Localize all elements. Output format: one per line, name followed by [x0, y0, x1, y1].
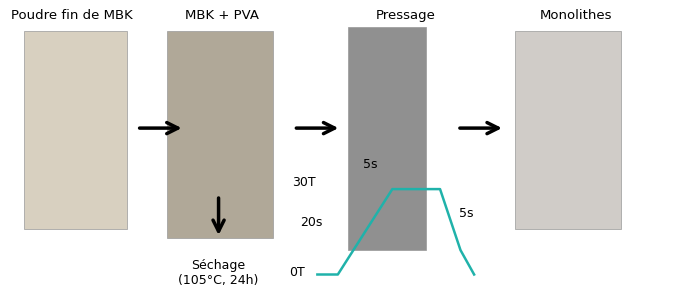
- Bar: [24, 30, 127, 229]
- Text: Monolithes: Monolithes: [540, 9, 612, 22]
- Bar: [348, 27, 426, 250]
- Bar: [515, 30, 621, 229]
- Text: Séchage
(105°C, 24h): Séchage (105°C, 24h): [178, 259, 259, 287]
- Text: Pressage: Pressage: [376, 9, 436, 22]
- Text: MBK + PVA: MBK + PVA: [185, 9, 259, 22]
- Text: 30T: 30T: [291, 177, 315, 189]
- Text: 5s: 5s: [459, 207, 474, 220]
- Text: 0T: 0T: [289, 267, 305, 279]
- Text: Poudre fin de MBK: Poudre fin de MBK: [11, 9, 133, 22]
- Text: 5s: 5s: [363, 158, 377, 171]
- Text: 20s: 20s: [301, 216, 323, 229]
- Bar: [168, 30, 273, 238]
